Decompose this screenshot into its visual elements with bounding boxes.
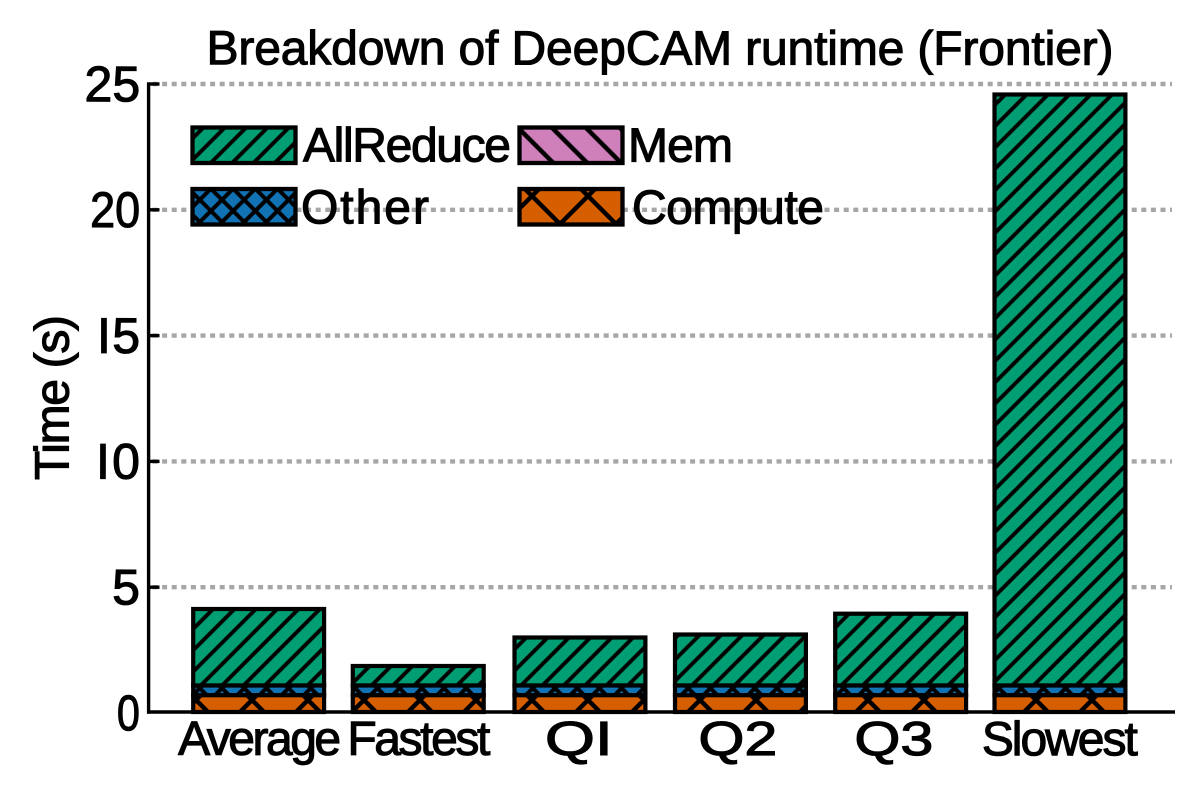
svg-text:AllReduce: AllReduce xyxy=(303,119,511,172)
svg-text:Slowest: Slowest xyxy=(982,713,1138,766)
svg-text:0: 0 xyxy=(117,685,140,741)
svg-text:Other: Other xyxy=(301,181,429,234)
svg-text:Q2: Q2 xyxy=(698,713,777,766)
svg-text:I5: I5 xyxy=(97,308,140,364)
svg-text:5: 5 xyxy=(112,559,140,615)
svg-text:Mem: Mem xyxy=(628,120,733,173)
svg-text:Compute: Compute xyxy=(632,182,824,235)
svg-text:20: 20 xyxy=(90,182,140,238)
svg-text:QI: QI xyxy=(545,713,613,766)
svg-text:25: 25 xyxy=(85,56,141,112)
svg-text:Breakdown of DeepCAM runtime (: Breakdown of DeepCAM runtime (Frontier) xyxy=(206,22,1113,75)
svg-text:Fastest: Fastest xyxy=(347,713,490,766)
svg-text:Time (s): Time (s) xyxy=(27,315,80,480)
svg-text:I0: I0 xyxy=(96,434,140,490)
svg-text:Average: Average xyxy=(178,713,341,766)
svg-text:Q3: Q3 xyxy=(854,713,933,766)
